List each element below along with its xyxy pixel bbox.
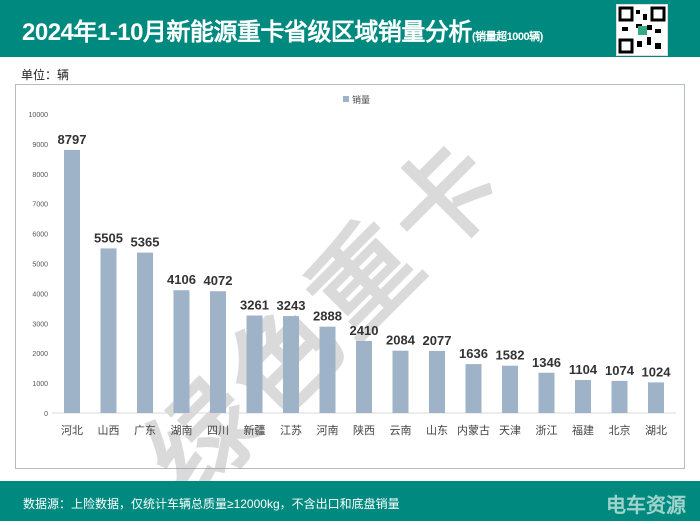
- bar: [137, 252, 153, 413]
- y-tick-label: 6000: [32, 232, 48, 239]
- page-title: 2024年1-10月新能源重卡省级区域销量分析(销量超1000辆): [22, 12, 543, 47]
- brand-logo: 电车资源: [606, 495, 686, 517]
- data-label: 1582: [496, 348, 525, 363]
- x-tick-label: 山东: [426, 424, 448, 437]
- data-label: 1104: [569, 362, 598, 377]
- footer-bar: 数据源：上险数据，仅统计车辆总质量≥12000kg，不含出口和底盘销量 电车资源: [0, 481, 700, 521]
- x-tick-label: 新疆: [244, 423, 266, 437]
- y-tick-label: 1000: [32, 381, 48, 388]
- y-tick-label: 2000: [32, 351, 48, 358]
- title-subtitle: (销量超1000辆): [471, 31, 543, 43]
- x-tick-label: 福建: [572, 423, 594, 437]
- bar: [392, 350, 409, 413]
- data-label: 4106: [167, 272, 196, 287]
- data-label: 1346: [532, 355, 561, 370]
- x-tick-label: 浙江: [536, 424, 558, 437]
- bar: [538, 372, 555, 413]
- data-label: 3243: [277, 298, 306, 313]
- data-label: 8797: [58, 132, 87, 147]
- y-tick-label: 9000: [32, 142, 48, 149]
- data-label: 5365: [131, 235, 160, 250]
- y-tick-label: 4000: [32, 291, 48, 298]
- bar: [611, 380, 628, 413]
- data-source-note: 数据源：上险数据，仅统计车辆总质量≥12000kg，不含出口和底盘销量: [23, 497, 400, 511]
- header-bar: 2024年1-10月新能源重卡省级区域销量分析(销量超1000辆): [0, 0, 700, 57]
- y-tick-label: 0: [44, 411, 48, 418]
- x-tick-label: 河南: [317, 424, 339, 437]
- y-tick-label: 10000: [29, 112, 49, 119]
- data-label: 2084: [386, 333, 416, 348]
- x-tick-label: 广东: [134, 424, 156, 437]
- x-tick-label: 云南: [390, 424, 412, 437]
- data-label: 1074: [605, 363, 635, 378]
- bar: [465, 364, 482, 413]
- qr-code-icon: [616, 4, 668, 56]
- x-tick-label: 内蒙古: [457, 423, 490, 437]
- bar: [575, 379, 591, 413]
- bar: [648, 382, 664, 413]
- data-label: 4072: [204, 273, 233, 288]
- y-tick-label: 3000: [32, 321, 48, 328]
- data-label: 1636: [459, 346, 488, 361]
- bar: [64, 149, 80, 413]
- y-tick-label: 5000: [32, 262, 48, 269]
- bar: [429, 350, 445, 413]
- bar: [173, 290, 190, 413]
- bar: [319, 326, 336, 413]
- x-tick-label: 北京: [609, 423, 631, 437]
- x-tick-label: 河北: [61, 424, 83, 437]
- bar: [100, 248, 117, 413]
- bar: [210, 291, 226, 413]
- chart-frame: [15, 84, 685, 469]
- data-label: 1024: [642, 364, 672, 379]
- bar: [283, 316, 299, 413]
- title-text: 2024年1-10月新能源重卡省级区域销量分析: [22, 19, 472, 46]
- y-tick-label: 7000: [32, 202, 48, 209]
- unit-label: 单位：辆: [21, 68, 70, 82]
- data-label: 2077: [423, 333, 452, 348]
- legend-label: 销量: [352, 94, 370, 105]
- bar: [502, 365, 518, 413]
- x-tick-label: 陕西: [353, 423, 375, 437]
- x-tick-label: 四川: [207, 425, 229, 437]
- x-tick-label: 天津: [499, 424, 521, 437]
- x-tick-label: 江苏: [280, 424, 302, 437]
- bar: [246, 315, 263, 413]
- data-label: 3261: [240, 297, 269, 312]
- data-label: 5505: [94, 230, 123, 245]
- legend-swatch: [343, 96, 349, 102]
- bar: [356, 340, 372, 413]
- x-tick-label: 湖南: [171, 424, 193, 437]
- x-tick-label: 山西: [98, 424, 120, 437]
- x-tick-label: 湖北: [645, 424, 667, 437]
- y-tick-label: 8000: [32, 172, 48, 179]
- data-label: 2888: [313, 309, 342, 324]
- data-label: 2410: [350, 323, 379, 338]
